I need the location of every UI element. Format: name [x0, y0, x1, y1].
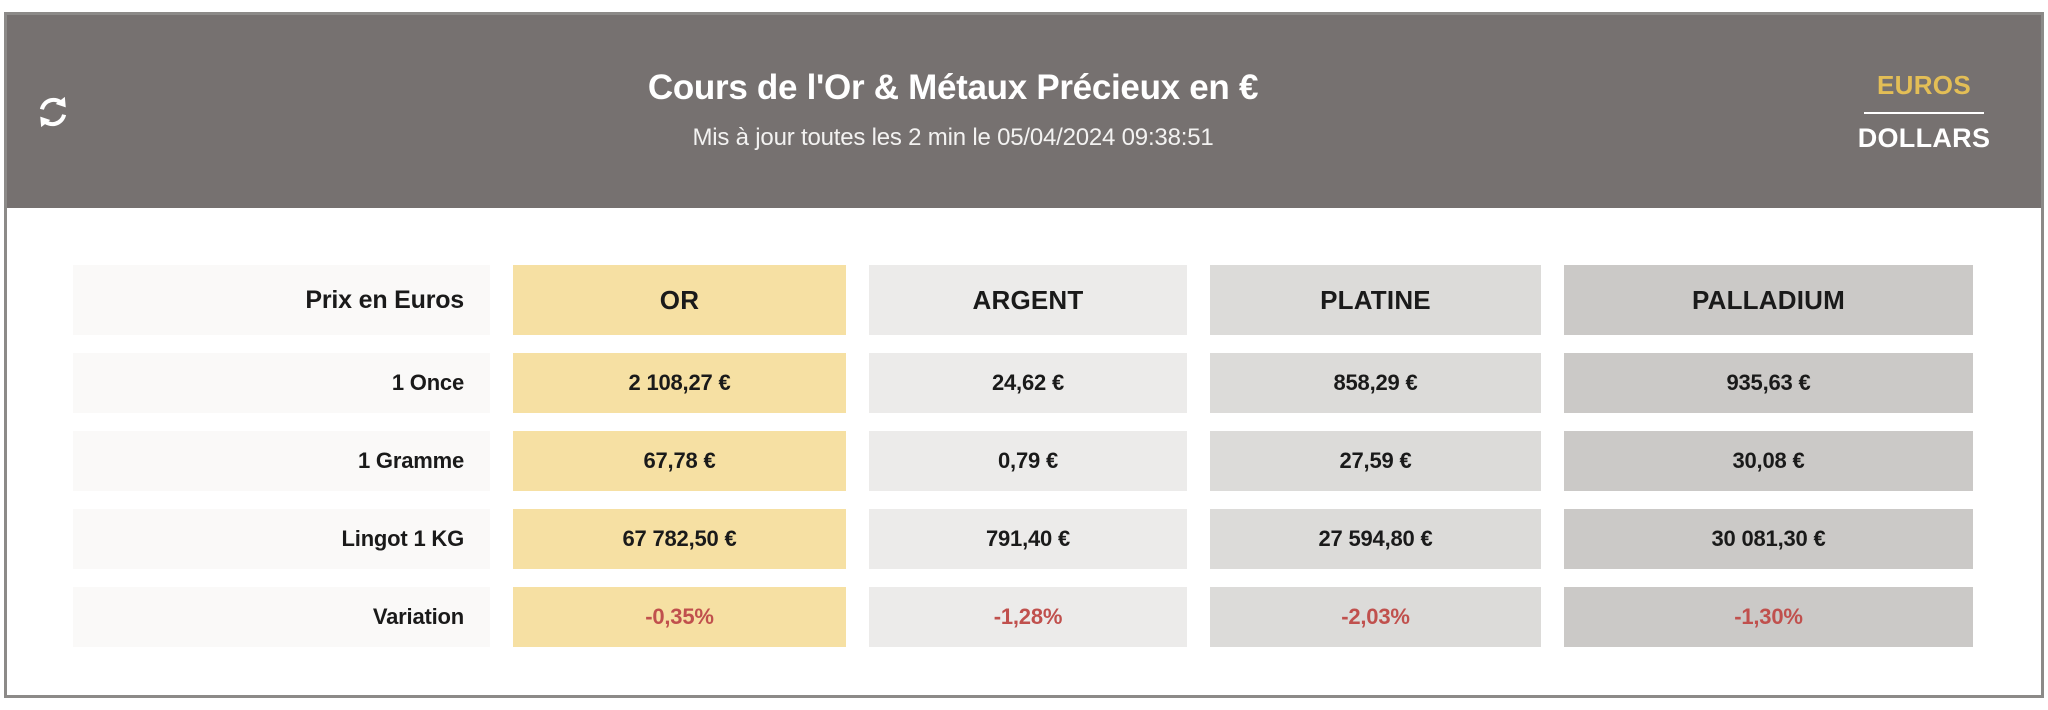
price-or-once: 2 108,27 € [513, 353, 846, 413]
column-header-platine: PLATINE [1210, 265, 1541, 335]
currency-toggle: EUROS DOLLARS [1831, 70, 2017, 154]
currency-option-euros[interactable]: EUROS [1877, 69, 1971, 100]
column-header-palladium: PALLADIUM [1564, 265, 1973, 335]
column-header-or: OR [513, 265, 846, 335]
variation-or: -0,35% [513, 587, 846, 647]
price-palladium-lingot: 30 081,30 € [1564, 509, 1973, 569]
refresh-button[interactable] [31, 90, 75, 134]
price-palladium-gramme: 30,08 € [1564, 431, 1973, 491]
currency-option-dollars[interactable]: DOLLARS [1857, 122, 1991, 153]
table-corner-label: Prix en Euros [73, 265, 490, 335]
variation-platine: -2,03% [1210, 587, 1541, 647]
gold-price-widget: Cours de l'Or & Métaux Précieux en € Mis… [4, 12, 2044, 698]
currency-toggle-divider [1864, 111, 1984, 114]
price-or-gramme: 67,78 € [513, 431, 846, 491]
last-updated-text: Mis à jour toutes les 2 min le 05/04/202… [692, 123, 1214, 151]
row-label-variation: Variation [73, 587, 490, 647]
column-header-argent: ARGENT [869, 265, 1187, 335]
header-title-block: Cours de l'Or & Métaux Précieux en € Mis… [75, 68, 1831, 152]
price-argent-once: 24,62 € [869, 353, 1187, 413]
price-argent-lingot: 791,40 € [869, 509, 1187, 569]
price-platine-gramme: 27,59 € [1210, 431, 1541, 491]
variation-argent: -1,28% [869, 587, 1187, 647]
widget-header: Cours de l'Or & Métaux Précieux en € Mis… [7, 15, 2041, 208]
page-title: Cours de l'Or & Métaux Précieux en € [647, 67, 1259, 107]
variation-palladium: -1,30% [1564, 587, 1973, 647]
row-label-once: 1 Once [73, 353, 490, 413]
price-platine-once: 858,29 € [1210, 353, 1541, 413]
price-argent-gramme: 0,79 € [869, 431, 1187, 491]
metals-price-table: Prix en Euros OR ARGENT PLATINE PALLADIU… [73, 265, 2041, 647]
row-label-gramme: 1 Gramme [73, 431, 490, 491]
price-palladium-once: 935,63 € [1564, 353, 1973, 413]
price-or-lingot: 67 782,50 € [513, 509, 846, 569]
price-platine-lingot: 27 594,80 € [1210, 509, 1541, 569]
refresh-icon [39, 96, 67, 127]
row-label-lingot: Lingot 1 KG [73, 509, 490, 569]
